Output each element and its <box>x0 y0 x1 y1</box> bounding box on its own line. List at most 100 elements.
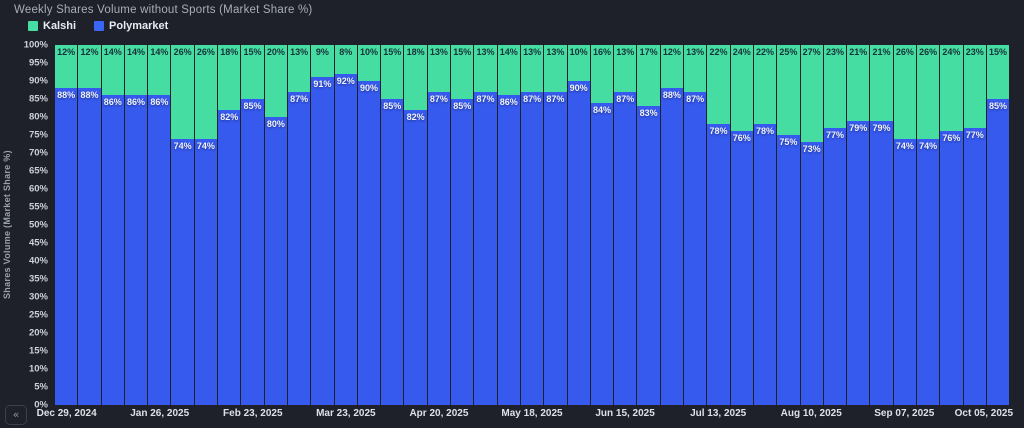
kalshi-bar-segment[interactable]: 22% <box>707 45 730 125</box>
polymarket-bar-segment[interactable]: 87% <box>287 91 311 405</box>
x-tick-label: Dec 29, 2024 <box>36 408 97 419</box>
polymarket-bar-segment[interactable]: 78% <box>707 124 730 405</box>
kalshi-bar-segment[interactable]: 8% <box>334 45 357 74</box>
kalshi-bar-segment[interactable]: 26% <box>171 45 194 139</box>
polymarket-bar-segment[interactable]: 85% <box>451 99 474 405</box>
kalshi-bar-segment[interactable]: 24% <box>940 45 963 132</box>
polymarket-bar-segment[interactable]: 77% <box>963 127 986 405</box>
polymarket-bar-segment[interactable]: 91% <box>311 77 334 405</box>
polymarket-bar-segment[interactable]: 77% <box>823 127 847 405</box>
kalshi-bar-segment[interactable]: 9% <box>311 45 334 78</box>
kalshi-bar-segment[interactable]: 20% <box>264 45 287 117</box>
polymarket-bar-segment[interactable]: 86% <box>124 95 148 405</box>
polymarket-bar-segment[interactable]: 74% <box>916 138 940 405</box>
polymarket-bar-segment[interactable]: 76% <box>730 131 753 405</box>
kalshi-bar-segment[interactable]: 21% <box>870 45 893 121</box>
kalshi-bar-segment[interactable]: 15% <box>241 45 264 99</box>
polymarket-bar-segment[interactable]: 74% <box>171 138 194 405</box>
polymarket-bar-segment[interactable]: 73% <box>800 142 823 405</box>
kalshi-bar-segment[interactable]: 17% <box>637 45 660 107</box>
y-tick-label: 10% <box>28 363 48 375</box>
polymarket-bar-segment[interactable]: 87% <box>474 91 497 405</box>
polymarket-bar-segment[interactable]: 74% <box>893 138 916 405</box>
kalshi-bar-segment[interactable]: 26% <box>893 45 916 139</box>
y-tick-label: 25% <box>28 309 48 321</box>
kalshi-bar-segment[interactable]: 13% <box>520 45 544 92</box>
legend-item-kalshi[interactable]: Kalshi <box>28 20 76 32</box>
kalshi-bar-segment[interactable]: 27% <box>800 45 823 143</box>
polymarket-bar-segment[interactable]: 79% <box>870 120 893 405</box>
kalshi-bar-segment[interactable]: 12% <box>660 45 684 89</box>
polymarket-bar-segment[interactable]: 82% <box>218 109 241 405</box>
kalshi-bar-segment[interactable]: 23% <box>963 45 986 128</box>
kalshi-bar-segment[interactable]: 13% <box>684 45 707 92</box>
polymarket-bar-segment[interactable]: 74% <box>194 138 218 405</box>
kalshi-bar-segment[interactable]: 13% <box>474 45 497 92</box>
kalshi-bar-segment[interactable]: 12% <box>55 45 78 89</box>
polymarket-bar-segment[interactable]: 79% <box>847 120 870 405</box>
chart-title: Weekly Shares Volume without Sports (Mar… <box>14 4 313 16</box>
kalshi-bar-segment[interactable]: 12% <box>78 45 101 89</box>
y-tick-label: 30% <box>28 291 48 303</box>
polymarket-bar-segment[interactable]: 87% <box>427 91 451 405</box>
kalshi-bar-segment[interactable]: 13% <box>287 45 311 92</box>
kalshi-bar-segment[interactable]: 13% <box>544 45 567 92</box>
polymarket-bar-segment[interactable]: 82% <box>404 109 427 405</box>
polymarket-bar-segment[interactable]: 87% <box>684 91 707 405</box>
kalshi-bar-segment[interactable]: 23% <box>823 45 847 128</box>
polymarket-bar-segment[interactable]: 78% <box>753 124 777 405</box>
kalshi-bar-segment[interactable]: 25% <box>777 45 800 135</box>
polymarket-bar-segment[interactable]: 87% <box>614 91 637 405</box>
bar-column: 13% 87% <box>474 45 497 405</box>
bar-column: 14% 86% <box>124 45 148 405</box>
polymarket-bar-segment[interactable]: 92% <box>334 73 357 405</box>
kalshi-bar-segment[interactable]: 10% <box>567 45 590 81</box>
polymarket-bar-segment[interactable]: 85% <box>241 99 264 405</box>
polymarket-bar-segment[interactable]: 76% <box>940 131 963 405</box>
polymarket-bar-segment[interactable]: 80% <box>264 117 287 405</box>
kalshi-bar-segment[interactable]: 21% <box>847 45 870 121</box>
polymarket-bar-segment[interactable]: 90% <box>357 81 381 405</box>
kalshi-bar-segment[interactable]: 26% <box>916 45 940 139</box>
polymarket-bar-segment[interactable]: 84% <box>590 102 614 405</box>
kalshi-bar-segment[interactable]: 13% <box>614 45 637 92</box>
kalshi-bar-segment[interactable]: 22% <box>753 45 777 125</box>
y-tick-label: 15% <box>28 345 48 357</box>
polymarket-value-label: 87% <box>546 93 565 104</box>
polymarket-bar-segment[interactable]: 86% <box>497 95 520 405</box>
polymarket-bar-segment[interactable]: 88% <box>55 88 78 405</box>
bar-column: 13% 87% <box>544 45 567 405</box>
kalshi-bar-segment[interactable]: 14% <box>101 45 124 96</box>
kalshi-bar-segment[interactable]: 15% <box>986 45 1010 99</box>
kalshi-bar-segment[interactable]: 24% <box>730 45 753 132</box>
legend-item-polymarket[interactable]: Polymarket <box>94 20 168 32</box>
polymarket-bar-segment[interactable]: 87% <box>520 91 544 405</box>
polymarket-value-label: 86% <box>127 97 146 108</box>
polymarket-bar-segment[interactable]: 86% <box>148 95 171 405</box>
kalshi-bar-segment[interactable]: 18% <box>404 45 427 110</box>
polymarket-bar-segment[interactable]: 86% <box>101 95 124 405</box>
kalshi-value-label: 12% <box>57 47 76 57</box>
kalshi-bar-segment[interactable]: 14% <box>148 45 171 96</box>
kalshi-bar-segment[interactable]: 14% <box>124 45 148 96</box>
kalshi-bar-segment[interactable]: 13% <box>427 45 451 92</box>
kalshi-bar-segment[interactable]: 26% <box>194 45 218 139</box>
polymarket-bar-segment[interactable]: 83% <box>637 106 660 405</box>
polymarket-bar-segment[interactable]: 85% <box>986 99 1010 405</box>
collapse-sidebar-button[interactable]: « <box>5 405 27 425</box>
x-tick-label: Sep 07, 2025 <box>874 408 935 419</box>
kalshi-bar-segment[interactable]: 16% <box>590 45 614 103</box>
kalshi-bar-segment[interactable]: 10% <box>357 45 381 81</box>
kalshi-bar-segment[interactable]: 18% <box>218 45 241 110</box>
polymarket-bar-segment[interactable]: 85% <box>381 99 404 405</box>
polymarket-bar-segment[interactable]: 87% <box>544 91 567 405</box>
kalshi-bar-segment[interactable]: 14% <box>497 45 520 96</box>
polymarket-bar-segment[interactable]: 88% <box>78 88 101 405</box>
polymarket-bar-segment[interactable]: 88% <box>660 88 684 405</box>
polymarket-value-label: 92% <box>336 75 355 86</box>
bar-column: 27% 73% <box>800 45 823 405</box>
polymarket-bar-segment[interactable]: 90% <box>567 81 590 405</box>
polymarket-bar-segment[interactable]: 75% <box>777 135 800 405</box>
kalshi-bar-segment[interactable]: 15% <box>381 45 404 99</box>
kalshi-bar-segment[interactable]: 15% <box>451 45 474 99</box>
